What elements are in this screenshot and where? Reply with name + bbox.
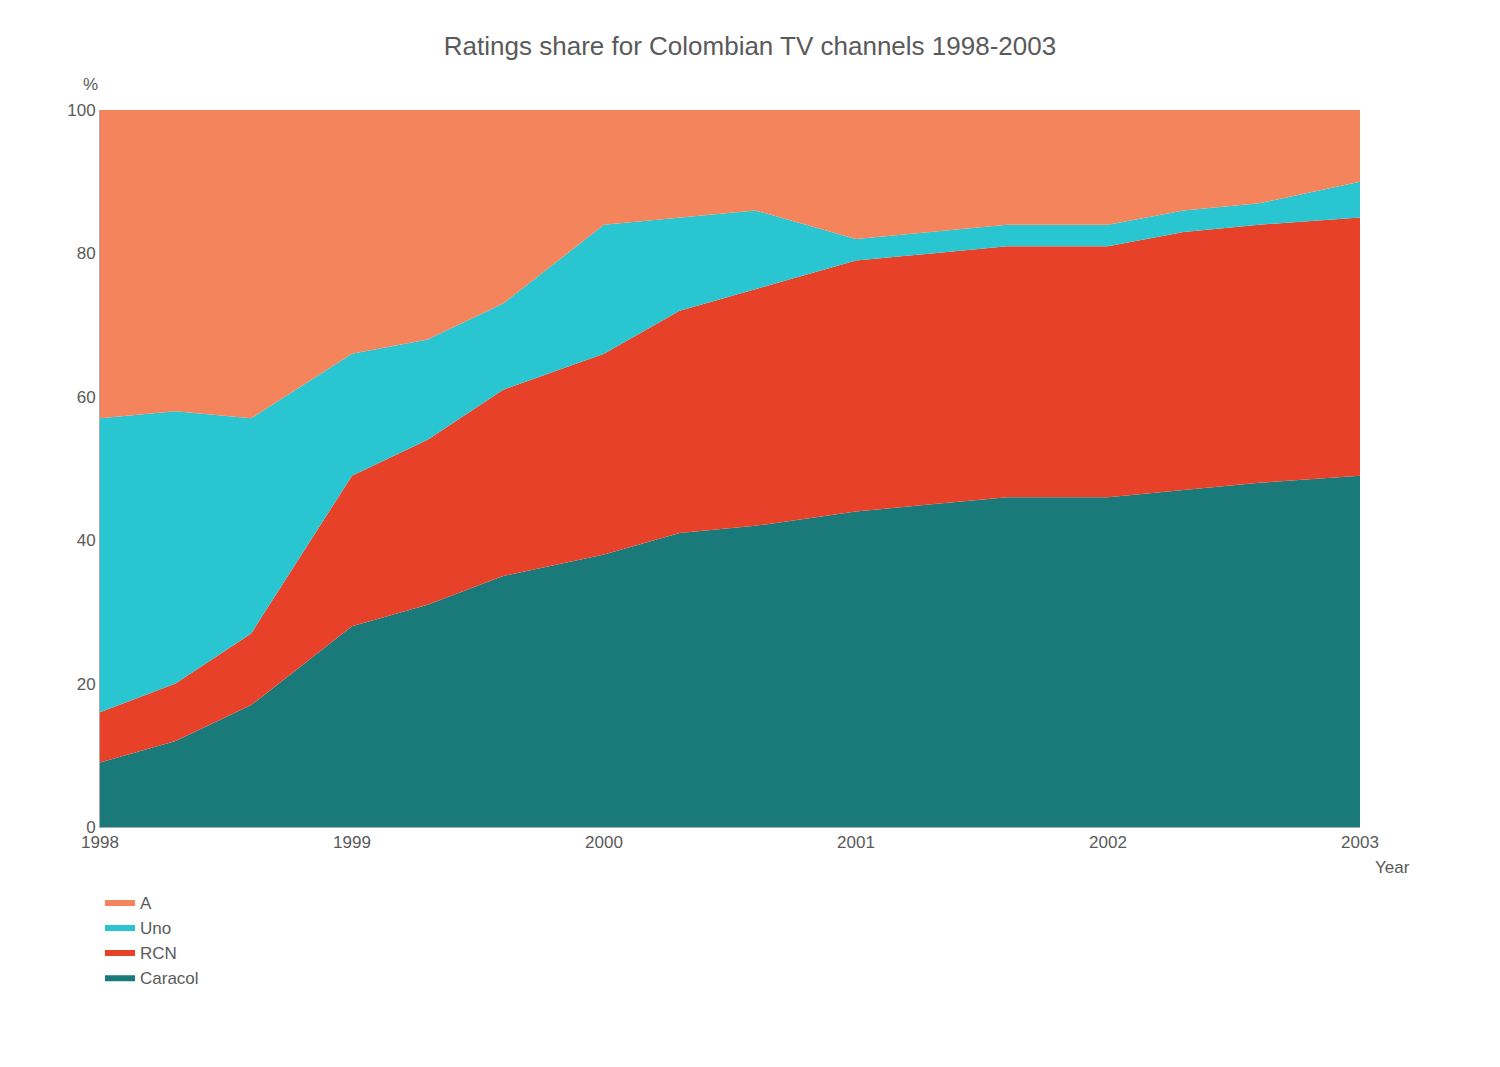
svg-text:%: % [83,75,98,94]
svg-text:2000: 2000 [585,833,623,852]
svg-text:Year: Year [1375,858,1410,877]
svg-text:Uno: Uno [140,919,171,938]
svg-text:80: 80 [77,244,96,263]
svg-text:2002: 2002 [1089,833,1127,852]
svg-text:2003: 2003 [1341,833,1379,852]
svg-text:Ratings share for Colombian TV: Ratings share for Colombian TV channels … [444,31,1056,61]
svg-text:A: A [140,894,152,913]
svg-text:40: 40 [77,531,96,550]
svg-text:RCN: RCN [140,944,177,963]
svg-text:20: 20 [77,675,96,694]
svg-text:2001: 2001 [837,833,875,852]
svg-text:60: 60 [77,388,96,407]
svg-text:100: 100 [67,101,95,120]
svg-text:1999: 1999 [333,833,371,852]
svg-text:0: 0 [86,818,95,837]
svg-text:1998: 1998 [81,833,119,852]
svg-text:Caracol: Caracol [140,969,199,988]
